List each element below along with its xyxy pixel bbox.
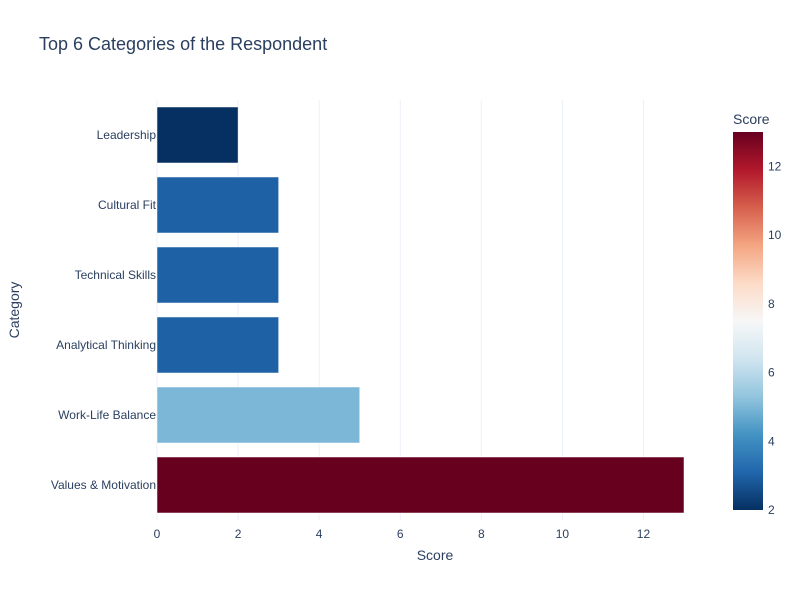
x-tick-label: 8: [478, 527, 485, 541]
colorbar-title: Score: [733, 111, 770, 127]
colorbar-tick-label: 6: [768, 366, 775, 380]
bar: [156, 106, 239, 164]
y-tick-label: Values & Motivation: [51, 478, 156, 492]
y-axis-title: Category: [6, 282, 22, 339]
x-tick-label: 4: [316, 527, 323, 541]
colorbar-ticks: 2 4 6 8 10 12: [768, 159, 782, 517]
colorbar-tick-label: 10: [768, 228, 782, 242]
colorbar-gradient: [733, 132, 763, 510]
x-axis-ticks: 0 2 4 6 8 10 12: [154, 527, 651, 541]
y-tick-label: Analytical Thinking: [56, 338, 156, 352]
chart-title: Top 6 Categories of the Respondent: [39, 34, 327, 54]
x-tick-label: 12: [637, 527, 651, 541]
colorbar-tick-label: 12: [768, 159, 782, 173]
colorbar-tick-label: 2: [768, 503, 775, 517]
x-tick-label: 6: [397, 527, 404, 541]
colorbar-tick-label: 8: [768, 297, 775, 311]
x-tick-label: 0: [154, 527, 161, 541]
y-axis-ticks: Leadership Cultural Fit Technical Skills An…: [51, 128, 157, 492]
bar: [156, 246, 279, 304]
x-axis-title: Score: [417, 547, 454, 563]
x-tick-label: 10: [556, 527, 570, 541]
bar: [156, 176, 279, 234]
bars: [156, 106, 685, 514]
bar: [156, 386, 360, 444]
gridlines: [156, 100, 644, 520]
colorbar-tick-label: 4: [768, 434, 775, 448]
x-tick-label: 2: [235, 527, 242, 541]
y-tick-label: Leadership: [97, 128, 157, 142]
colorbar: Score 2 4 6 8 10 12: [733, 111, 782, 517]
y-tick-label: Technical Skills: [75, 268, 156, 282]
y-tick-label: Work-Life Balance: [58, 408, 156, 422]
bar: [156, 456, 685, 514]
y-tick-label: Cultural Fit: [98, 198, 157, 212]
bar: [156, 316, 279, 374]
